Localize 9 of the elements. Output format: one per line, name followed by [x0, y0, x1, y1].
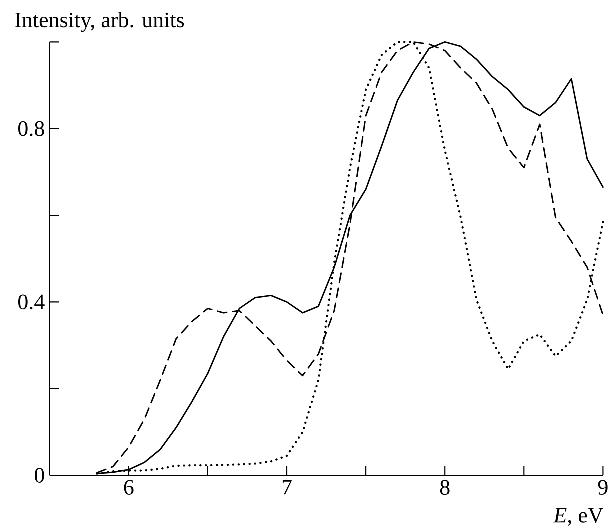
x-tick-label: 9	[598, 480, 608, 496]
y-tick-label: 0.4	[18, 294, 45, 310]
x-tick-label: 6	[124, 480, 134, 496]
x-axis-title: E, eV	[553, 508, 604, 526]
y-axis-title: Intensity, arb. units	[15, 12, 184, 32]
x-tick-label: 8	[440, 480, 450, 496]
x-tick-label: 7	[282, 480, 292, 495]
y-tick-label: 0.8	[18, 121, 44, 136]
y-tick-label: 0	[34, 468, 44, 483]
